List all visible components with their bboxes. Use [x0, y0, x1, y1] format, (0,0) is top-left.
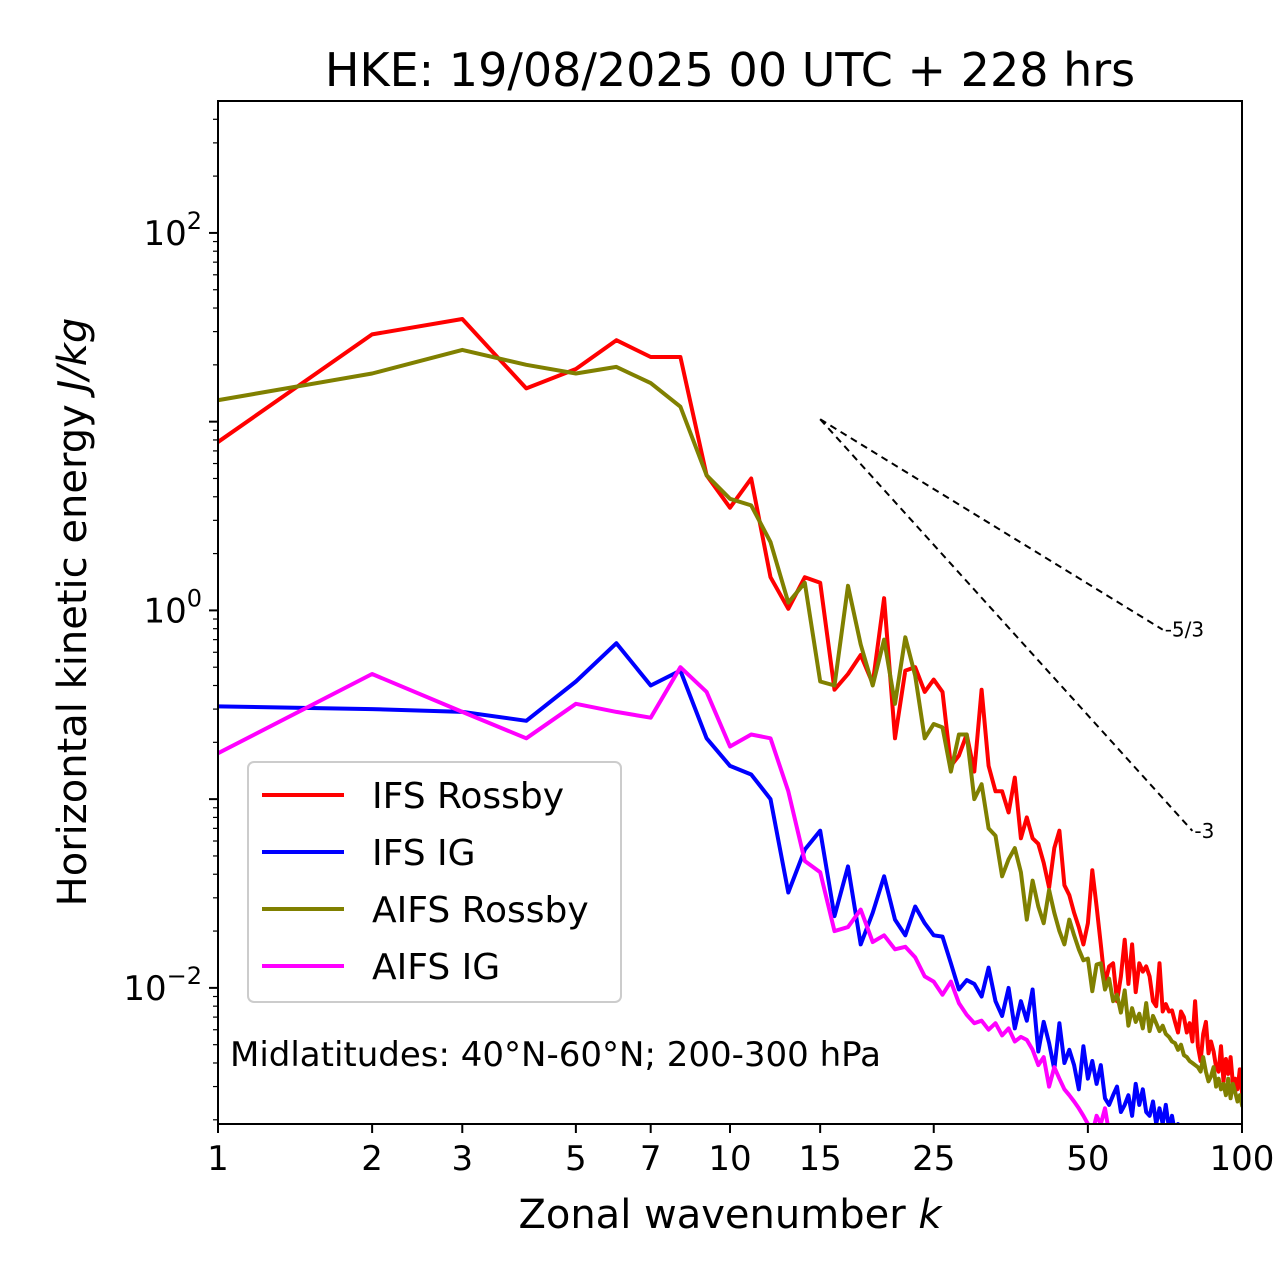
x-tick-label: 7: [640, 1139, 662, 1179]
x-axis-label: Zonal wavenumber k: [518, 1192, 943, 1238]
x-tick-label: 15: [799, 1139, 842, 1179]
reference-slope-line: [819, 418, 1194, 832]
legend-label: AIFS Rossby: [372, 890, 589, 931]
legend-label: IFS Rossby: [372, 776, 564, 817]
series-line-ifs-rossby: [218, 317, 1242, 1095]
series-layer: [218, 317, 1242, 1124]
x-tick-label: 10: [708, 1139, 751, 1179]
legend-box: [247, 761, 622, 1003]
x-tick-label: 2: [361, 1139, 383, 1179]
series-line-aifs-ig: [218, 665, 1110, 1124]
region-annotation: Midlatitudes: 40°N-60°N; 200-300 hPa: [230, 1035, 881, 1075]
y-tick-label: 10−2: [123, 962, 202, 1009]
axis-ticks: 1 2 3 5 7 10 15 25 50 100 102 100 10−2: [123, 118, 1275, 1179]
reference-slope-line: [819, 418, 1164, 631]
x-tick-label: 25: [912, 1139, 955, 1179]
reference-slope-label: -3: [1194, 819, 1214, 843]
y-tick-label: 100: [143, 584, 202, 631]
reference-slope-label: -5/3: [1165, 618, 1204, 642]
series-line-aifs-rossby: [218, 347, 1242, 1108]
reference-slopes: -5/3 -3: [819, 418, 1214, 843]
x-tick-label: 1: [207, 1139, 229, 1179]
legend-label: IFS IG: [372, 833, 476, 874]
chart-title: HKE: 19/08/2025 00 UTC + 228 hrs: [325, 43, 1135, 97]
x-tick-label: 5: [565, 1139, 587, 1179]
x-tick-label: 100: [1210, 1139, 1275, 1179]
legend: IFS Rossby IFS IG AIFS Rossby AIFS IG: [247, 761, 622, 1003]
y-axis-label: Horizontal kinetic energy J/kg: [50, 318, 96, 907]
y-tick-label: 102: [143, 207, 202, 254]
series-line-ifs-ig: [218, 641, 1181, 1124]
legend-label: AIFS IG: [372, 947, 500, 988]
x-tick-label: 3: [451, 1139, 473, 1179]
x-tick-label: 50: [1066, 1139, 1109, 1179]
